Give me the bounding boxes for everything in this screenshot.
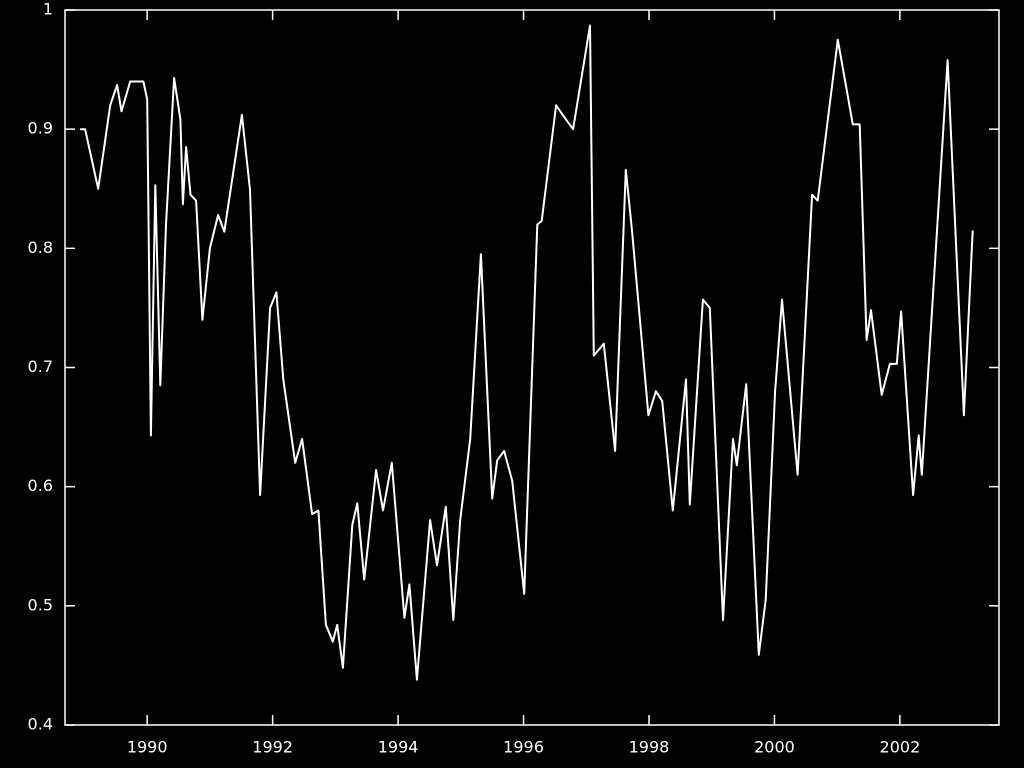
y-tick-label: 0.7 xyxy=(28,357,53,376)
x-tick-label: 1998 xyxy=(629,738,670,757)
x-tick-label: 1994 xyxy=(378,738,419,757)
y-tick-label: 0.4 xyxy=(28,715,53,734)
y-tick-label: 0.6 xyxy=(28,476,53,495)
x-tick-label: 2000 xyxy=(754,738,795,757)
y-tick-label: 0.9 xyxy=(28,119,53,138)
x-tick-label: 1992 xyxy=(252,738,293,757)
x-tick-label: 1990 xyxy=(127,738,168,757)
x-tick-label: 2002 xyxy=(880,738,921,757)
x-tick-label: 1996 xyxy=(503,738,544,757)
data-line xyxy=(80,24,974,681)
y-tick-label: 1 xyxy=(43,0,53,19)
y-tick-label: 0.5 xyxy=(28,595,53,614)
y-tick-label: 0.8 xyxy=(28,238,53,257)
